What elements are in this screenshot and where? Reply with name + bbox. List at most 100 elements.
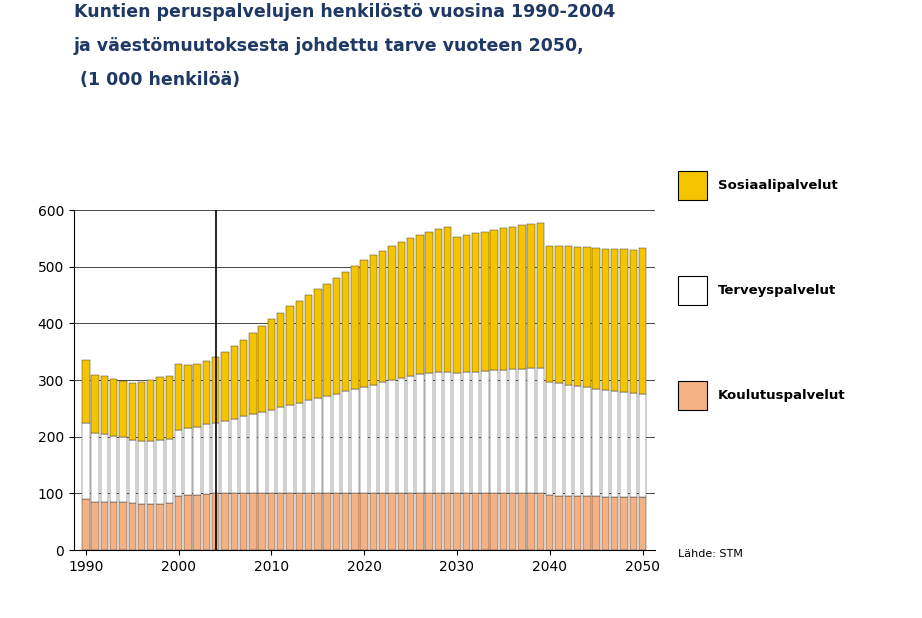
Bar [602, 248, 609, 391]
Bar [212, 423, 219, 493]
Bar [258, 326, 266, 412]
Bar [203, 494, 210, 550]
Bar [630, 497, 637, 550]
Bar [258, 412, 266, 493]
Text: Terveyspalvelut: Terveyspalvelut [718, 284, 836, 297]
Bar [119, 438, 126, 502]
Bar [203, 361, 210, 424]
Bar [388, 247, 396, 380]
Bar [296, 403, 303, 493]
Bar [110, 502, 117, 550]
Bar [397, 493, 405, 550]
Bar [639, 248, 646, 394]
Bar [621, 249, 628, 392]
Bar [611, 249, 619, 391]
Bar [463, 235, 470, 372]
Bar [593, 389, 600, 496]
Bar [407, 493, 414, 550]
Bar [555, 383, 562, 496]
Bar [286, 493, 294, 550]
Bar [527, 224, 535, 368]
Bar [602, 391, 609, 497]
Bar [611, 497, 619, 550]
Bar [537, 368, 544, 493]
Bar [324, 284, 331, 396]
Bar [91, 375, 99, 433]
Bar [454, 493, 461, 550]
Bar [454, 373, 461, 493]
Bar [407, 376, 414, 493]
Bar [148, 441, 155, 504]
Bar [91, 502, 99, 550]
Bar [249, 493, 256, 550]
Bar [100, 434, 108, 502]
Bar [314, 493, 322, 550]
Bar [444, 371, 452, 493]
Bar [286, 405, 294, 493]
Bar [573, 386, 581, 496]
Bar [546, 246, 553, 382]
Bar [82, 360, 89, 423]
Bar [472, 234, 479, 371]
Bar [527, 368, 535, 493]
Bar [425, 232, 432, 373]
Bar [584, 496, 591, 550]
Bar [481, 371, 489, 493]
Bar [425, 373, 432, 493]
Bar [277, 313, 284, 407]
Bar [397, 378, 405, 493]
Text: Kuntien peruspalvelujen henkilöstö vuosina 1990-2004: Kuntien peruspalvelujen henkilöstö vuosi… [74, 3, 615, 21]
Bar [258, 493, 266, 550]
Bar [342, 391, 349, 493]
Bar [416, 493, 423, 550]
Bar [584, 247, 591, 387]
Bar [527, 493, 535, 550]
Bar [212, 493, 219, 550]
Bar [444, 227, 452, 371]
Bar [351, 266, 359, 389]
Bar [630, 250, 637, 393]
Bar [277, 493, 284, 550]
Bar [148, 380, 155, 441]
Bar [267, 493, 275, 550]
Bar [611, 391, 619, 497]
Bar [564, 496, 572, 550]
Bar [546, 495, 553, 550]
Text: (1 000 henkilöä): (1 000 henkilöä) [74, 71, 240, 89]
Bar [379, 493, 386, 550]
Bar [110, 379, 117, 436]
Bar [324, 396, 331, 493]
Bar [82, 423, 89, 499]
Bar [509, 370, 516, 493]
Bar [333, 493, 340, 550]
Bar [546, 382, 553, 495]
Bar [361, 493, 368, 550]
Bar [296, 493, 303, 550]
Bar [230, 418, 238, 493]
Bar [137, 504, 145, 550]
Bar [324, 493, 331, 550]
Bar [157, 440, 164, 504]
Bar [351, 389, 359, 493]
Bar [481, 232, 489, 371]
Text: Koulutuspalvelut: Koulutuspalvelut [718, 389, 845, 402]
Bar [518, 226, 526, 369]
Bar [221, 493, 229, 550]
Bar [379, 383, 386, 493]
Bar [416, 375, 423, 493]
Bar [333, 394, 340, 493]
Bar [249, 333, 256, 414]
Bar [184, 495, 192, 550]
Bar [166, 439, 173, 503]
Bar [91, 433, 99, 502]
Bar [240, 417, 247, 493]
Bar [463, 372, 470, 493]
Bar [128, 503, 136, 550]
Bar [500, 370, 507, 493]
Bar [194, 364, 201, 426]
Bar [166, 376, 173, 439]
Bar [379, 251, 386, 383]
Bar [100, 376, 108, 434]
Bar [593, 247, 600, 389]
Bar [454, 237, 461, 373]
